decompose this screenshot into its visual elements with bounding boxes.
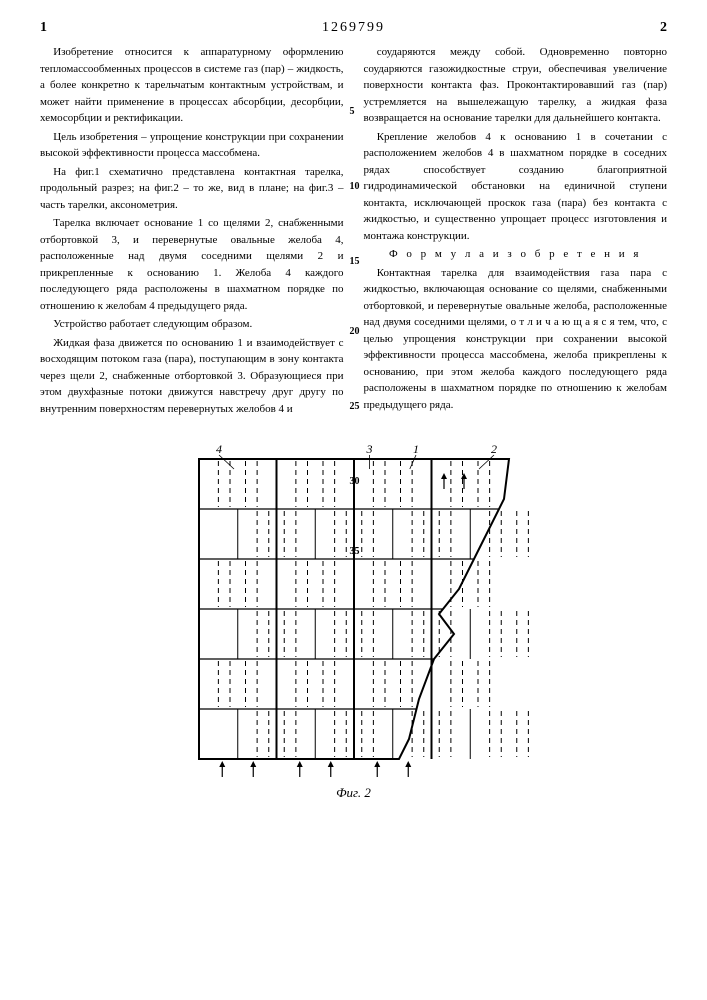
figure-2-svg: 4 3 1 2 (164, 439, 544, 779)
column-1-number: 1 (40, 20, 47, 36)
col2-para-3: Контактная тарелка для взаимодействия га… (364, 265, 668, 414)
formula-title: Ф о р м у л а и з о б р е т е н и я (364, 246, 668, 263)
line-marker-20: 20 (350, 324, 360, 339)
line-marker-10: 10 (350, 179, 360, 194)
column-1: Изобретение относится к аппаратурному оф… (40, 44, 344, 419)
line-marker-15: 15 (350, 254, 360, 269)
line-marker-35: 35 (350, 544, 360, 559)
col1-para-3: На фиг.1 схематично представлена контакт… (40, 164, 344, 214)
column-2-number: 2 (660, 20, 667, 36)
svg-text:2: 2 (491, 442, 497, 456)
patent-number: 1269799 (322, 20, 385, 36)
col1-para-5: Устройство работает следующим образом. (40, 316, 344, 333)
col1-para-1: Изобретение относится к аппаратурному оф… (40, 44, 344, 127)
svg-text:4: 4 (216, 442, 222, 456)
line-marker-25: 25 (350, 399, 360, 414)
col1-para-2: Цель изобретения – упрощение конструкции… (40, 129, 344, 162)
header-row: 1 1269799 2 (40, 20, 667, 36)
line-marker-5: 5 (350, 104, 355, 119)
page: 1 1269799 2 Изобретение относится к аппа… (0, 0, 707, 821)
column-2: 5 10 15 20 25 30 35 соударяются между со… (364, 44, 668, 419)
col1-para-6: Жидкая фаза движется по основанию 1 и вз… (40, 335, 344, 418)
figure-2-caption: Фиг. 2 (336, 785, 371, 801)
col1-para-4: Тарелка включает основание 1 со щелями 2… (40, 215, 344, 314)
col2-para-2: Крепление желобов 4 к основанию 1 в соче… (364, 129, 668, 245)
text-columns: Изобретение относится к аппаратурному оф… (40, 44, 667, 419)
col2-para-1: соударяются между собой. Одновременно по… (364, 44, 668, 127)
line-marker-30: 30 (350, 474, 360, 489)
svg-text:3: 3 (365, 442, 372, 456)
svg-text:1: 1 (413, 442, 419, 456)
figure-2: 4 3 1 2 Фиг. 2 (40, 439, 667, 801)
